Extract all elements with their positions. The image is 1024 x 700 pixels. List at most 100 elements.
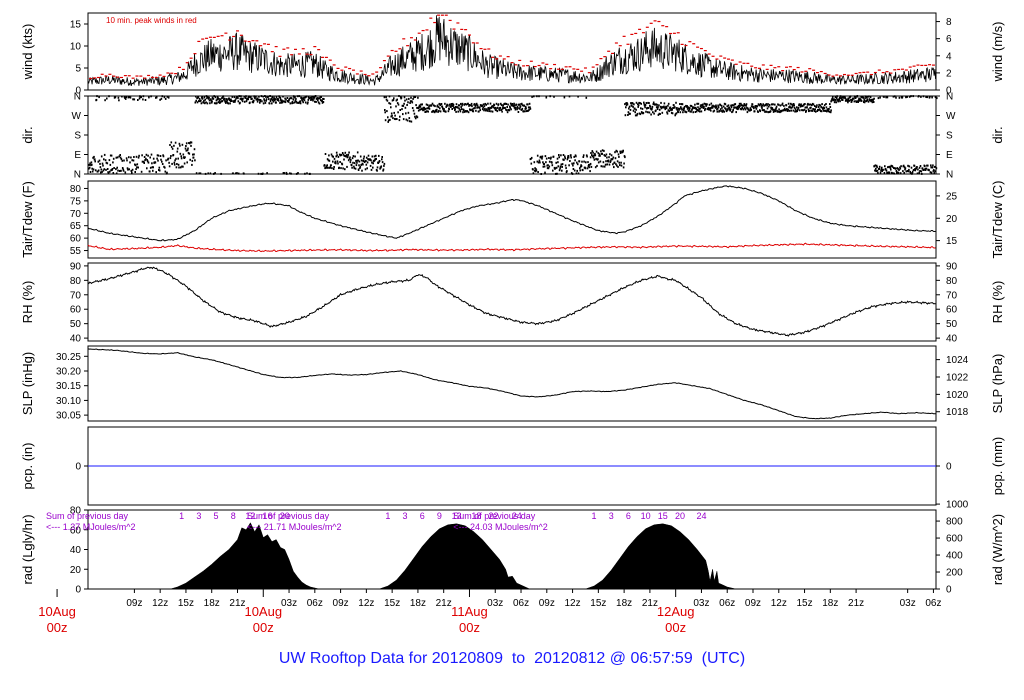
direction-point [764,104,767,106]
direction-point [701,106,703,109]
direction-point [478,106,481,109]
direction-point [385,98,388,101]
direction-point [258,98,261,101]
direction-point [213,95,215,98]
direction-point [802,109,804,112]
direction-point [765,110,768,113]
direction-point [775,105,778,108]
direction-point [918,95,920,98]
direction-point [829,106,832,108]
wind-right-tick-label: 4 [946,51,952,62]
direction-point [537,161,540,164]
direction-point [155,96,157,99]
direction-point [825,106,828,109]
direction-point [159,155,162,157]
direction-point [606,156,608,159]
direction-point [678,107,681,110]
footer-title: UW Rooftop Data for 20120809 to 20120812… [0,650,1024,668]
rad-hour-mark: 12 [245,511,255,521]
direction-point [341,152,344,154]
direction-point [135,168,137,171]
direction-point [756,105,758,108]
direction-point [462,111,464,114]
direction-point [634,114,637,117]
direction-point [290,172,292,175]
direction-point [157,159,159,162]
direction-point [324,167,326,170]
dir-right-tick-label: S [946,131,953,142]
direction-point [683,109,685,112]
direction-point [190,141,193,144]
direction-point [608,156,610,159]
direction-point [396,118,398,120]
direction-point [433,104,435,107]
direction-point [680,107,682,110]
direction-point [404,99,406,102]
direction-point [721,110,724,113]
direction-point [513,102,515,105]
direction-point [514,104,516,107]
direction-point [683,105,686,108]
direction-point [716,110,719,113]
direction-point [239,101,241,104]
direction-point [711,106,714,109]
direction-point [899,167,902,170]
direction-point [601,149,604,152]
direction-point [762,103,764,106]
direction-point [283,172,286,175]
direction-point [198,97,201,100]
direction-point [93,155,95,158]
direction-point [616,164,618,167]
direction-point [473,103,476,106]
direction-point [414,96,417,98]
direction-point [838,98,841,100]
direction-point [237,172,240,175]
direction-point [601,152,603,155]
direction-point [372,162,374,165]
direction-point [790,109,792,112]
direction-point [835,98,837,101]
direction-point [823,104,826,107]
direction-point [195,95,197,98]
direction-point [401,104,404,107]
direction-point [542,161,544,164]
direction-point [126,159,128,162]
direction-point [487,102,489,105]
slp-right-axis-label: SLP (hPa) [990,354,1005,414]
direction-point [132,159,135,162]
direction-point [204,98,206,101]
rad-hour-mark: 3 [196,511,201,521]
direction-point [619,164,621,167]
direction-point [619,150,621,153]
direction-point [604,163,607,166]
direction-point [314,100,316,103]
direction-point [926,96,929,99]
direction-point [579,167,581,170]
direction-point [765,103,768,106]
direction-point [170,141,173,144]
direction-point [371,155,374,158]
direction-point [381,161,384,164]
direction-point [529,106,531,109]
direction-point [408,117,411,120]
direction-point [94,158,96,161]
direction-point [702,107,705,109]
direction-point [155,96,158,99]
direction-point [636,112,639,115]
rh-right-tick-label: 70 [946,290,958,301]
direction-point [740,108,743,111]
direction-point [88,167,90,170]
direction-point [737,107,740,110]
time-tick-label: 21z [848,598,864,609]
direction-point [731,111,733,114]
direction-point [416,116,419,119]
direction-point [135,155,138,158]
direction-point [245,100,248,103]
direction-point [288,99,290,101]
direction-point [116,166,118,169]
direction-point [741,107,744,110]
temp-panel-frame [87,180,937,259]
direction-point [555,166,558,169]
direction-point [388,95,391,98]
direction-point [236,172,238,175]
